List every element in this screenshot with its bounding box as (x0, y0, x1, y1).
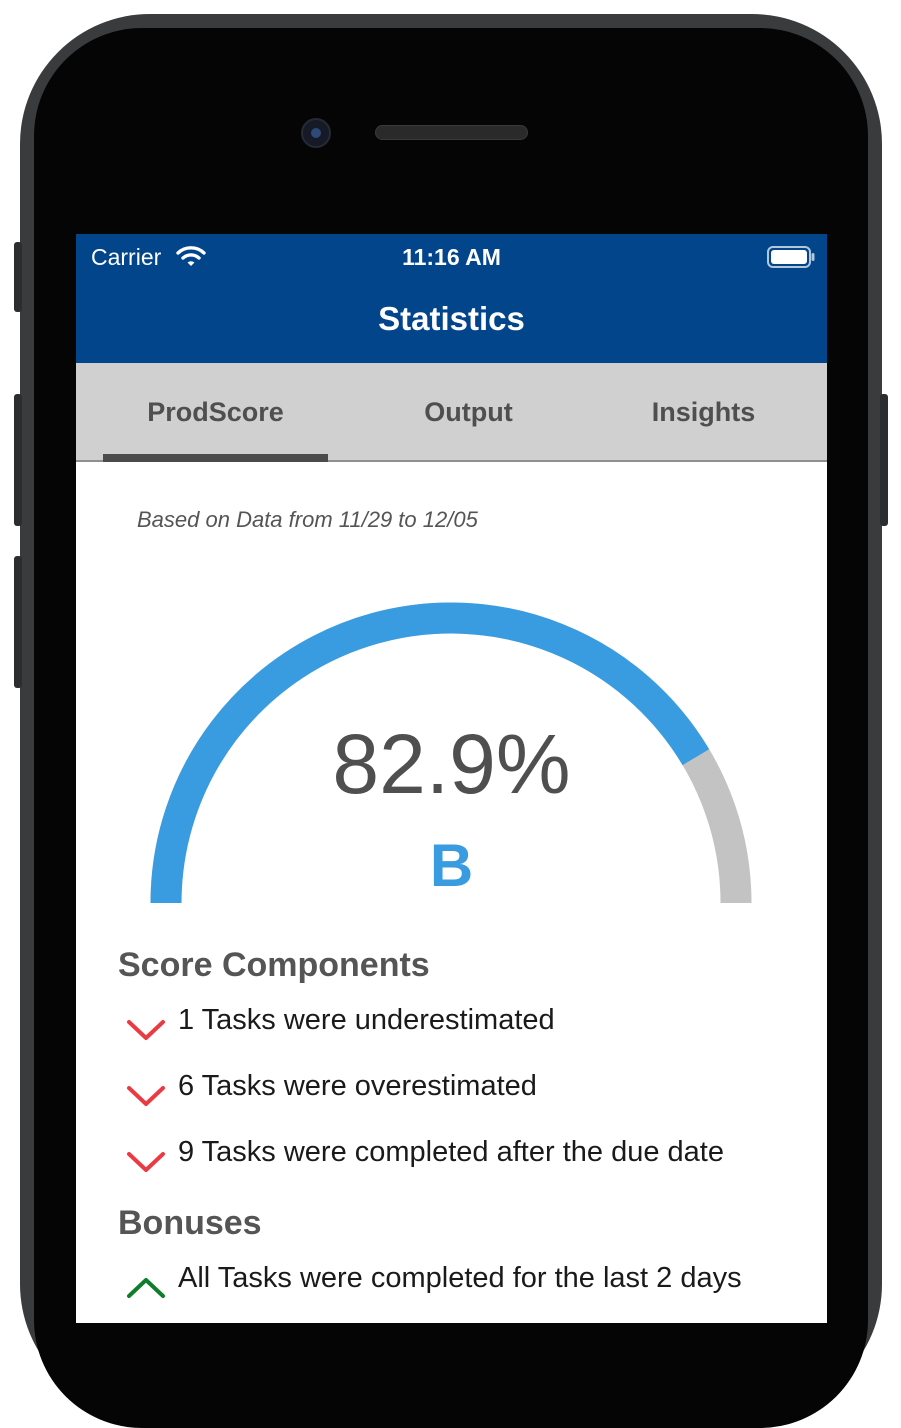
battery-icon (767, 246, 815, 268)
bonus-text: All Tasks were completed for the last 2 … (178, 1262, 742, 1294)
gauge-fill (150, 602, 710, 904)
volume-down-button (14, 556, 22, 688)
page-title: Statistics (378, 300, 525, 337)
list-item: 9 Tasks were completed after the due dat… (124, 1136, 824, 1184)
speaker-grille (375, 125, 528, 140)
tab-bar: ProdScore Output Insights (76, 363, 827, 462)
power-button (880, 394, 888, 526)
selected-tab-indicator (103, 454, 328, 462)
chevron-down-icon (127, 1086, 165, 1106)
app-screen: Carrier 11:16 AM Statistics ProdScore Ou… (76, 234, 827, 1323)
chevron-up-icon (127, 1278, 165, 1298)
date-range-caption: Based on Data from 11/29 to 12/05 (137, 507, 478, 532)
score-components-heading: Score Components (118, 946, 430, 984)
wifi-icon (176, 246, 206, 266)
tab-prodscore[interactable]: ProdScore (147, 397, 284, 427)
nav-header: Carrier 11:16 AM Statistics (76, 234, 827, 363)
volume-up-button (14, 394, 22, 526)
score-grade: B (429, 832, 474, 899)
score-gauge (150, 602, 752, 904)
component-text: 9 Tasks were completed after the due dat… (178, 1136, 724, 1168)
bonuses-heading: Bonuses (118, 1204, 262, 1242)
camera-icon (301, 118, 331, 148)
mute-switch (14, 242, 22, 312)
tab-output[interactable]: Output (424, 397, 513, 427)
chevron-down-icon (127, 1020, 165, 1040)
tab-insights[interactable]: Insights (651, 397, 756, 427)
status-time: 11:16 AM (402, 244, 501, 270)
status-bar: Carrier 11:16 AM (76, 234, 827, 280)
list-item: 6 Tasks were overestimated (124, 1070, 824, 1118)
score-percentage: 82.9% (332, 717, 571, 811)
component-text: 1 Tasks were underestimated (178, 1004, 555, 1036)
component-text: 6 Tasks were overestimated (178, 1070, 537, 1102)
list-item: All Tasks were completed for the last 2 … (124, 1262, 824, 1310)
carrier-label: Carrier (91, 244, 162, 270)
chevron-down-icon (127, 1152, 165, 1172)
list-item: 1 Tasks were underestimated (124, 1004, 824, 1052)
